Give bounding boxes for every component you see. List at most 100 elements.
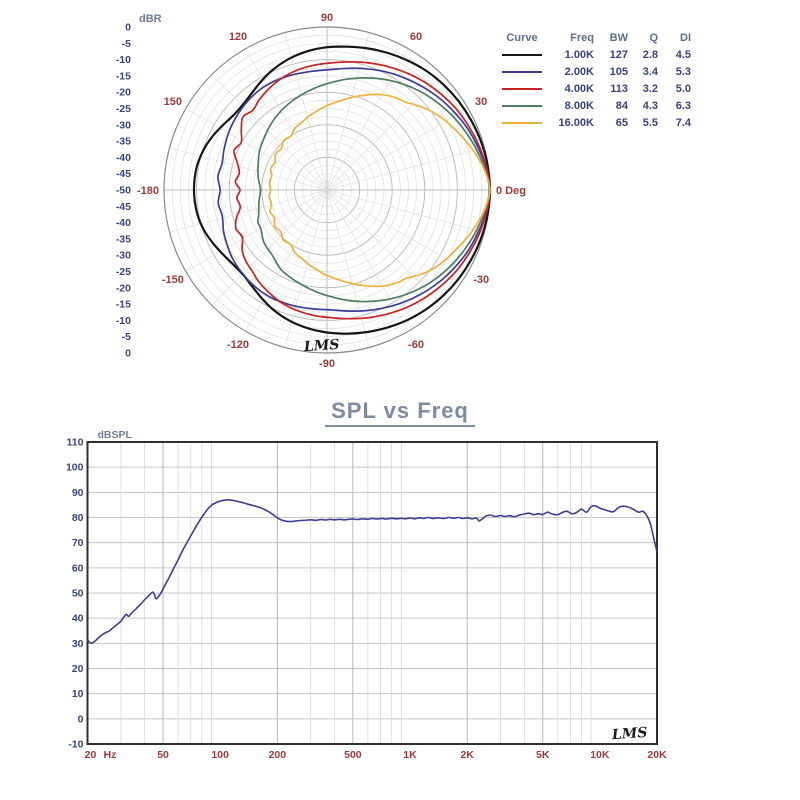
spl-y-tick: 80 — [72, 512, 84, 524]
polar-db-tick: -20 — [116, 87, 131, 99]
legend-cell: 5.0 — [675, 82, 691, 95]
legend-header-q: Q — [649, 31, 658, 44]
polar-angle-label: 90 — [321, 12, 333, 24]
polar-db-tick: -50 — [116, 185, 131, 197]
spl-x-tick: 20 — [85, 749, 97, 761]
legend-cell: 2.00K — [564, 65, 594, 78]
legend-cell: 6.3 — [675, 99, 691, 112]
legend-cell: 1.00K — [564, 48, 594, 61]
spl-y-tick: -10 — [68, 739, 83, 751]
polar-db-tick: 0 — [125, 22, 131, 34]
legend-cell: 5.3 — [675, 65, 691, 78]
polar-db-tick: -10 — [116, 315, 131, 327]
legend-header: Curve Freq BW Q DI — [496, 29, 691, 46]
polar-angle-label: -90 — [319, 358, 335, 370]
polar-db-tick: 0 — [125, 348, 131, 360]
spl-x-tick: 10K — [590, 749, 610, 761]
polar-db-tick: -40 — [116, 152, 131, 164]
polar-db-tick: -35 — [116, 136, 131, 148]
polar-db-unit-label: dBR — [139, 13, 162, 25]
spl-x-tick: 1K — [403, 749, 417, 761]
polar-angle-label: 150 — [164, 96, 182, 108]
polar-angle-label: -30 — [473, 274, 489, 286]
polar-db-tick: -15 — [116, 299, 131, 311]
legend-swatch — [502, 70, 542, 73]
polar-angle-label: -150 — [162, 274, 184, 286]
spl-chart-title-row: SPL vs Freq — [0, 398, 800, 427]
legend-cell: 3.2 — [642, 82, 658, 95]
polar-db-tick: -30 — [116, 250, 131, 262]
polar-angle-label: 60 — [410, 31, 422, 43]
polar-db-tick: -25 — [116, 103, 131, 115]
polar-plot: 90 60 30 0 Deg -30 -60 -90 -120 -150 -180 150 120 0 0… — [116, 12, 526, 370]
spl-chart-title: SPL vs Freq — [325, 398, 475, 427]
spl-x-unit-label: Hz — [104, 749, 117, 761]
polar-db-tick: -35 — [116, 233, 131, 245]
legend-cell: 16.00K — [558, 116, 594, 129]
spl-y-tick: 0 — [78, 713, 84, 725]
legend-swatch — [502, 53, 542, 56]
spl-x-tick: 2K — [460, 749, 474, 761]
spl-curve — [86, 499, 658, 645]
polar-curve-16.00K — [268, 93, 491, 288]
spl-x-tick: 50 — [157, 749, 169, 761]
legend-header-di: DI — [680, 31, 691, 44]
polar-db-tick: -10 — [116, 54, 131, 66]
legend-header-freq: Freq — [570, 31, 594, 44]
spl-x-tick: 20K — [647, 749, 667, 761]
polar-db-tick: -5 — [122, 331, 131, 343]
legend-row-1.00K: 1.00K 127 2.8 4.5 — [496, 46, 691, 63]
spl-y-tick: 40 — [72, 613, 84, 625]
polar-db-tick: -15 — [116, 70, 131, 82]
spl-y-tick: 70 — [72, 537, 84, 549]
legend-row-4.00K: 4.00K 113 3.2 5.0 — [496, 80, 691, 97]
legend-cell: 113 — [610, 82, 628, 95]
polar-angle-label: 120 — [229, 31, 247, 43]
legend-row-16.00K: 16.00K 65 5.5 7.4 — [496, 114, 691, 131]
polar-legend: Curve Freq BW Q DI 1.00K 127 2.8 4.5 2.00K 105 3.4 5… — [496, 29, 691, 131]
legend-swatch — [502, 104, 542, 107]
legend-swatch — [502, 121, 542, 124]
spl-y-tick: 10 — [72, 688, 84, 700]
legend-cell: 3.4 — [642, 65, 658, 78]
legend-cell: 7.4 — [675, 116, 691, 129]
legend-row-8.00K: 8.00K 84 4.3 6.3 — [496, 97, 691, 114]
legend-cell: 5.5 — [642, 116, 658, 129]
spl-y-tick: 20 — [72, 663, 84, 675]
polar-db-tick: -30 — [116, 119, 131, 131]
polar-db-tick: -45 — [116, 168, 131, 180]
polar-angle-label: 30 — [475, 96, 487, 108]
spl-x-tick: 500 — [344, 749, 362, 761]
legend-cell: 4.5 — [675, 48, 691, 61]
spl-y-tick: 30 — [72, 638, 84, 650]
lms-logo: LMS — [610, 725, 647, 744]
legend-cell: 2.8 — [642, 48, 658, 61]
spl-y-unit-label: dBSPL — [98, 429, 133, 441]
polar-db-tick: -5 — [122, 38, 131, 50]
polar-db-tick: -40 — [116, 217, 131, 229]
legend-cell: 127 — [609, 48, 628, 61]
legend-swatch — [502, 87, 542, 90]
polar-angle-label: -180 — [137, 185, 159, 197]
spl-x-tick: 200 — [269, 749, 287, 761]
spl-y-tick: 90 — [72, 487, 84, 499]
legend-header-bw: BW — [609, 31, 628, 44]
legend-header-curve: Curve — [506, 31, 538, 44]
legend-row-2.00K: 2.00K 105 3.4 5.3 — [496, 63, 691, 80]
spl-plot-border — [86, 441, 658, 745]
legend-cell: 65 — [615, 116, 628, 129]
spl-x-tick: 5K — [536, 749, 550, 761]
polar-db-tick: -20 — [116, 282, 131, 294]
spl-y-tick: 50 — [72, 588, 84, 600]
legend-cell: 84 — [615, 99, 628, 112]
polar-angle-label: -60 — [408, 339, 424, 351]
legend-cell: 105 — [609, 65, 628, 78]
spl-x-tick: 100 — [211, 749, 229, 761]
polar-db-tick: -25 — [116, 266, 131, 278]
polar-db-tick: -45 — [116, 201, 131, 213]
legend-cell: 4.00K — [564, 82, 594, 95]
spl-y-tick: 110 — [67, 437, 84, 449]
